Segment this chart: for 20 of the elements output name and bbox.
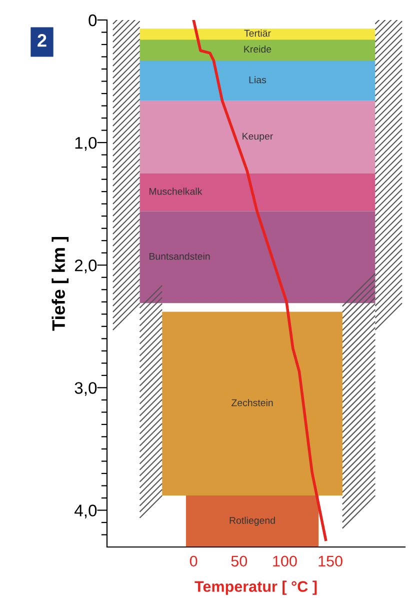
y-tick-label: 1,0 xyxy=(75,136,97,151)
band-label: Zechstein xyxy=(232,399,273,406)
y-tick-label: 4,0 xyxy=(74,504,97,518)
band-label: Muschelkalk xyxy=(150,188,202,195)
x-tick-label: 0 xyxy=(190,556,198,567)
y-tick-label: 2,0 xyxy=(74,260,97,274)
band-label: Lias xyxy=(249,76,266,84)
band-label: Kreide xyxy=(244,45,272,53)
band-label: Buntsandstein xyxy=(150,252,210,260)
band-label: Keuper xyxy=(242,132,274,142)
x-axis-title: Temperatur [ °C ] xyxy=(194,580,317,595)
y-axis-title: Tiefe [ km ] xyxy=(52,237,69,331)
x-tick-label: 150 xyxy=(318,556,342,567)
x-tick-label: 100 xyxy=(273,556,297,567)
y-tick-label: 0 xyxy=(88,14,97,26)
x-tick-label: 50 xyxy=(231,556,248,567)
text: 2 xyxy=(38,34,46,47)
y-tick-label: 3,0 xyxy=(74,382,97,396)
band-label: Tertiär xyxy=(244,30,271,37)
band-label: Rotliegend xyxy=(230,516,275,526)
